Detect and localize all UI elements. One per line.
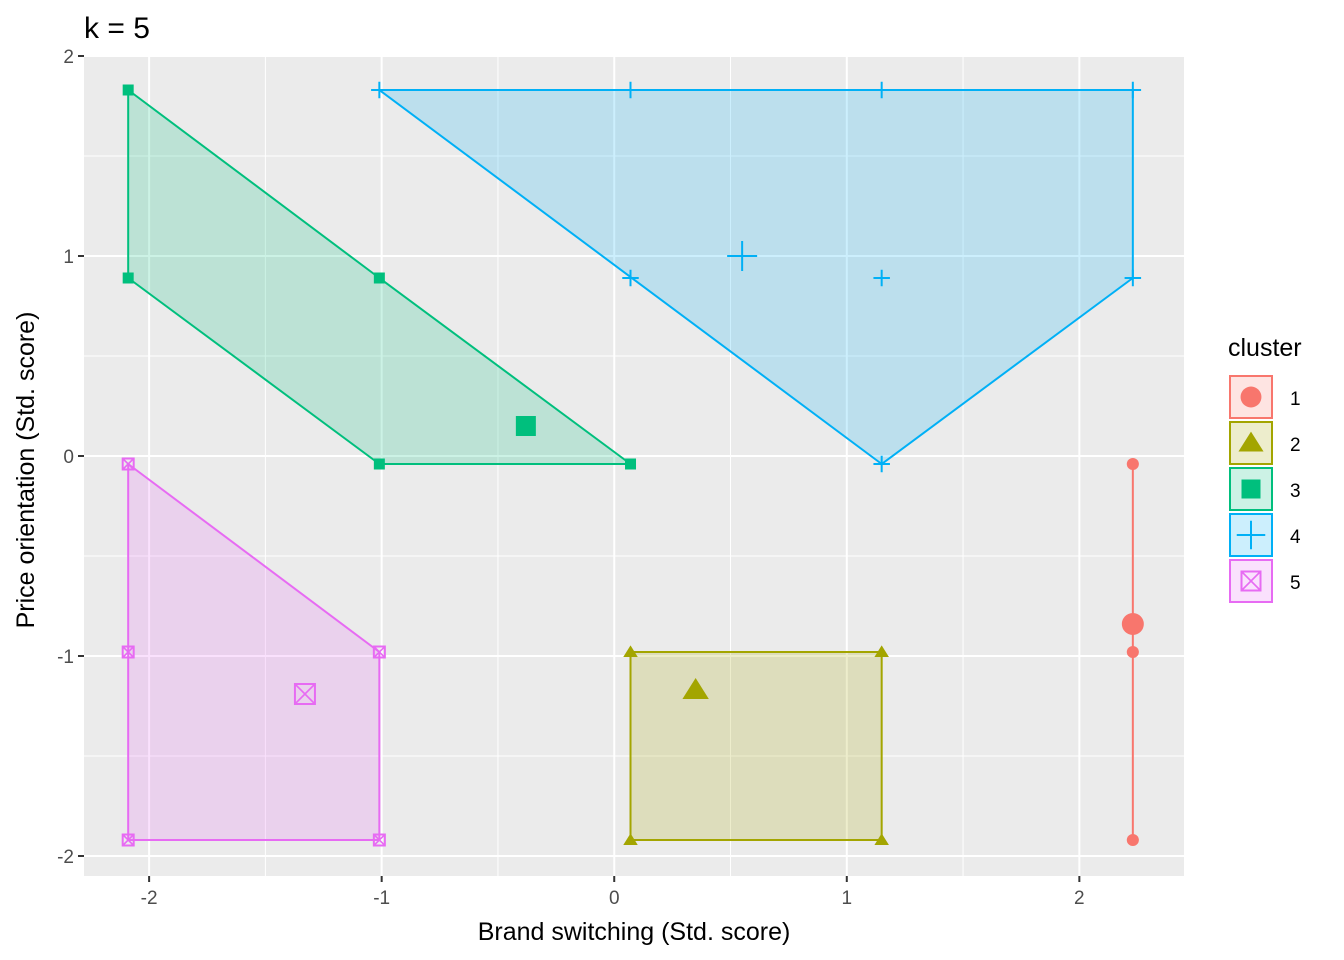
legend-key-symbol [1240,386,1262,408]
cluster-3-point [122,84,134,96]
legend-key-symbol [1236,520,1266,550]
cluster-1-point [1126,833,1139,847]
legend-key-symbol [1241,479,1261,499]
x-tick-label: 0 [609,888,620,909]
legend-label: 4 [1290,527,1301,548]
cluster-4-point [622,269,639,287]
y-tick-label: 1 [63,247,74,268]
legend-title: cluster [1228,334,1302,362]
chart-title: k = 5 [84,12,150,45]
x-tick-label: -2 [141,888,158,909]
cluster-1-point [1126,457,1139,471]
cluster-hulls [127,89,1134,841]
legend-label: 2 [1290,435,1301,456]
x-tick-label: 1 [842,888,853,909]
cluster-points [121,81,1142,847]
cluster-2-point [623,645,638,657]
cluster-5-point [372,645,386,659]
cluster-4-center [727,241,758,271]
cluster-5-center [293,683,316,705]
cluster-3-point [373,458,385,470]
legend-item-cluster-3: 3 [1229,467,1301,511]
legend-item-cluster-4: 4 [1229,513,1301,557]
cluster-3-hull [127,89,632,465]
cluster-4-point [371,81,388,99]
cluster-2-hull [629,651,883,841]
cluster-3-point [373,272,385,284]
y-tick-label: -1 [57,647,74,668]
axes: -2 -1 0 1 2 -2 -1 0 1 2 [57,47,1085,909]
x-tick-label: 2 [1074,888,1085,909]
x-tick-label: -1 [373,888,390,909]
cluster-2-point [874,833,889,845]
cluster-3-center [515,416,536,436]
cluster-4-point [873,269,890,287]
cluster-2-center [682,678,709,699]
legend-label: 5 [1290,573,1301,594]
y-tick-label: 2 [63,47,74,68]
legend-item-cluster-1: 1 [1229,375,1301,419]
y-axis-title: Price orientation (Std. score) [12,312,40,629]
cluster-4-point [1124,269,1142,287]
legend-key-symbol [1240,570,1262,592]
legend-key-symbol [1238,431,1264,452]
legend-item-cluster-2: 2 [1229,421,1301,465]
x-axis-title: Brand switching (Std. score) [478,918,791,946]
legend: cluster 1 2 3 4 5 [1228,334,1302,603]
y-tick-label: -2 [57,847,74,868]
cluster-2-point [874,645,889,657]
cluster-3-point [625,458,637,470]
cluster-2-point [623,833,638,845]
legend-label: 1 [1290,389,1301,410]
cluster-4-point [1124,81,1142,99]
y-tick-label: 0 [63,447,74,468]
cluster-3-point [122,272,134,284]
cluster-5-point [121,457,135,471]
legend-item-cluster-5: 5 [1229,559,1301,603]
cluster-4-point [622,81,639,99]
cluster-1-point [1126,645,1139,659]
cluster-centers [293,241,1144,705]
legend-label: 3 [1290,481,1301,502]
cluster-4-point [873,81,890,99]
cluster-1-center [1121,613,1144,635]
cluster-5-point [372,833,386,847]
cluster-5-point [121,645,135,659]
cluster-4-point [873,455,890,473]
cluster-5-point [121,833,135,847]
